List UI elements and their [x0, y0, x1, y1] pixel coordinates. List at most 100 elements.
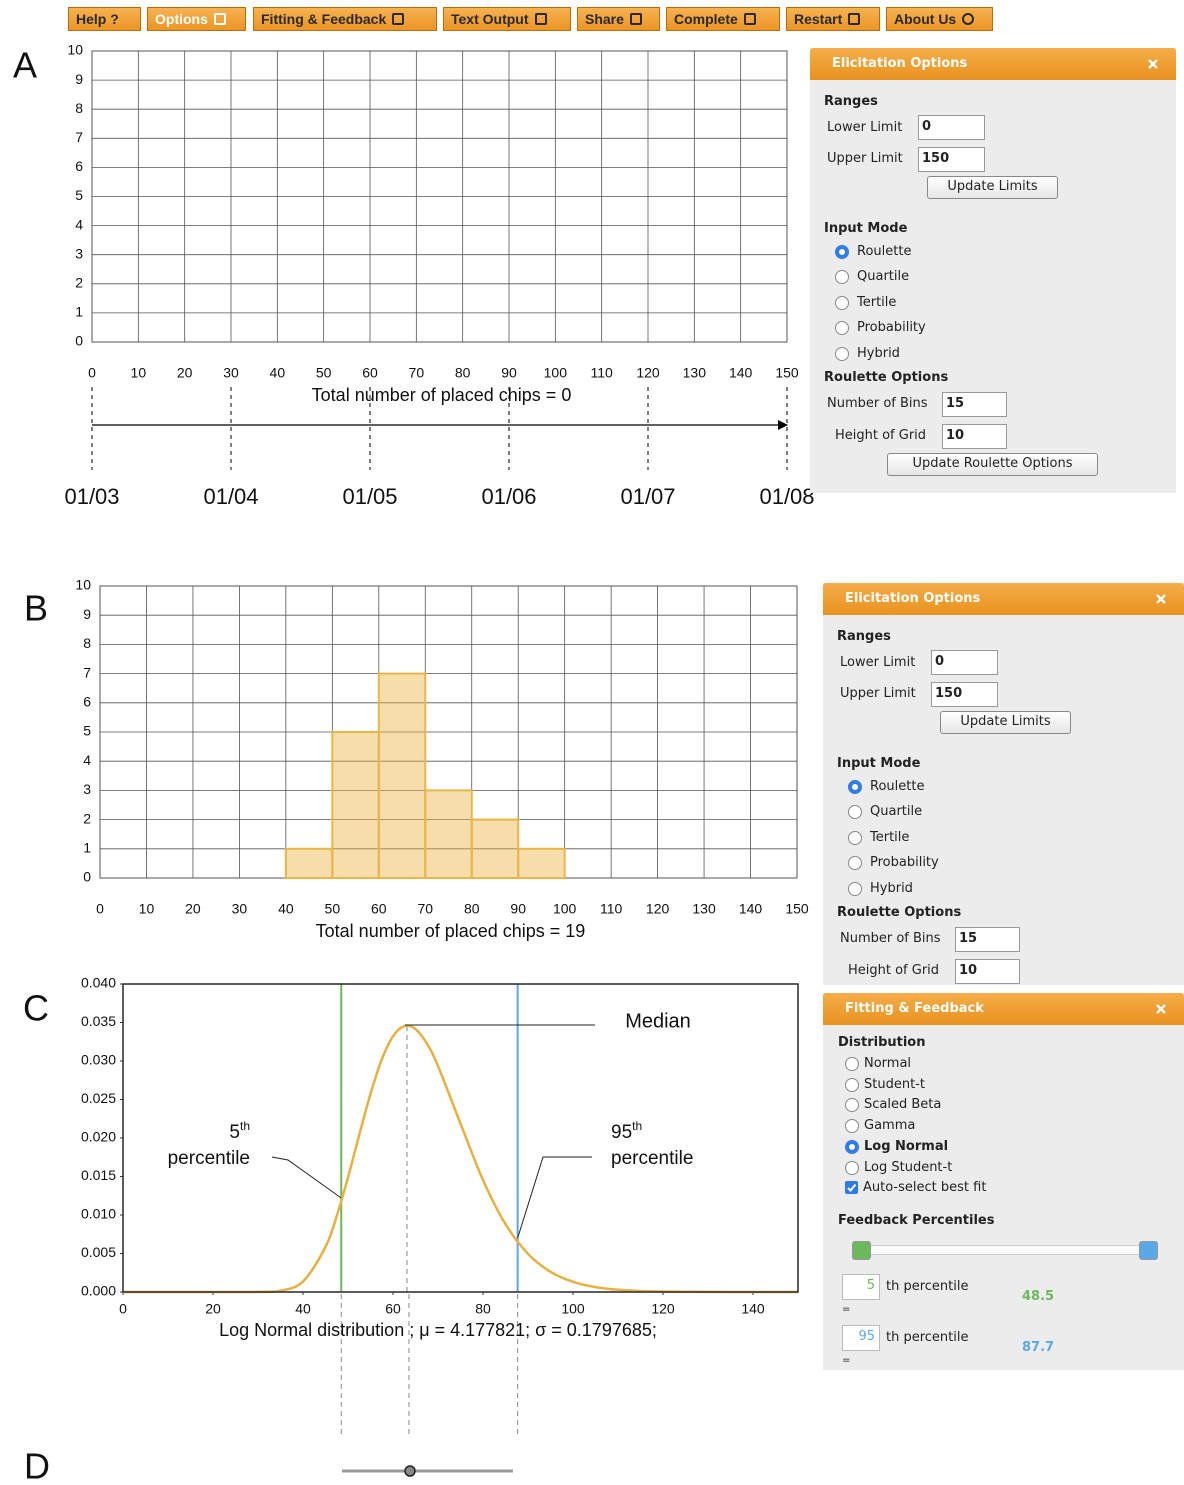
text-input[interactable]: 150 [931, 682, 998, 707]
button-icon [534, 13, 547, 25]
field-label: Height of Grid [848, 963, 940, 978]
field-label: Lower Limit [827, 120, 903, 135]
percentile-value: 87.7 [1022, 1340, 1055, 1355]
button[interactable]: Update Roulette Options [887, 453, 1098, 476]
toolbar-button[interactable]: Help ? [68, 7, 141, 31]
y-tick-label: 6 [83, 694, 91, 710]
y-tick-label: 0.020 [81, 1129, 116, 1145]
x-tick-label: 20 [205, 1301, 221, 1317]
annotation-suffix: th [240, 1119, 250, 1133]
checkbox[interactable] [845, 1181, 858, 1194]
y-tick-label: 0 [83, 869, 91, 885]
close-button[interactable] [1156, 594, 1166, 604]
text-input[interactable]: 150 [918, 147, 985, 172]
y-tick-label: 7 [75, 129, 83, 145]
section-title: Input Mode [824, 221, 908, 236]
radio-button[interactable] [848, 780, 862, 794]
radio-button[interactable] [845, 1098, 859, 1113]
percentile-label: th percentile [886, 1279, 969, 1294]
button-icon [962, 13, 975, 25]
button[interactable]: Update Limits [927, 176, 1058, 199]
panel-header: Elicitation Options [810, 48, 1176, 80]
button[interactable]: Update Limits [940, 711, 1071, 734]
y-tick-label: 2 [75, 275, 83, 291]
percentile-input[interactable]: 95 [842, 1325, 880, 1351]
radio-button[interactable] [845, 1057, 859, 1071]
text-input[interactable]: 15 [955, 927, 1020, 952]
bar [424, 789, 473, 880]
button-label: About Us [894, 11, 957, 27]
annotation-number: 5 [229, 1122, 240, 1143]
close-button[interactable] [1148, 59, 1158, 69]
annotation-suffix: th [632, 1119, 642, 1133]
radio-button[interactable] [848, 830, 862, 845]
options-panel: Elicitation Options Ranges Lower Limit 0 Upp… [810, 48, 1176, 493]
text-input[interactable]: 10 [955, 959, 1020, 984]
x-tick-label: 80 [475, 1301, 491, 1317]
toolbar-button[interactable]: Share [577, 7, 660, 31]
radio-label: Log Normal [864, 1138, 949, 1154]
checkbox-label: Auto-select best fit [863, 1180, 987, 1195]
toolbar-button[interactable]: Restart [786, 7, 880, 31]
x-tick-label: 80 [455, 365, 471, 381]
x-tick-label: 150 [775, 365, 799, 381]
bar [517, 847, 566, 879]
x-tick-label: 120 [636, 365, 660, 381]
x-tick-label: 120 [646, 901, 670, 917]
text-input[interactable]: 0 [918, 115, 985, 140]
radio-button[interactable] [835, 346, 849, 361]
y-tick-label: 2 [83, 810, 91, 826]
radio-button[interactable] [848, 856, 862, 871]
radio-button[interactable] [845, 1160, 859, 1175]
button-icon [743, 13, 756, 25]
check-mark [847, 1183, 857, 1192]
y-tick-label: 8 [83, 635, 91, 651]
y-tick-label: 8 [75, 100, 83, 116]
radio-button[interactable] [845, 1077, 859, 1092]
toolbar-button[interactable]: Options [147, 7, 246, 31]
annotation: 5th [229, 1119, 250, 1143]
toolbar-button[interactable]: Fitting & Feedback [253, 7, 437, 31]
radio-button[interactable] [848, 881, 862, 896]
annotation: percentile [611, 1148, 693, 1169]
percentile-label: th percentile [886, 1330, 969, 1345]
toolbar-button[interactable]: About Us [886, 7, 993, 31]
y-tick-label: 5 [75, 187, 83, 203]
slider-handle[interactable] [852, 1241, 871, 1260]
button-label: Complete [674, 11, 738, 27]
radio-button[interactable] [835, 270, 849, 285]
radio-label: Quartile [870, 804, 923, 820]
x-tick-label: 140 [741, 1301, 765, 1317]
text-input[interactable]: 0 [931, 650, 998, 675]
radio-button[interactable] [845, 1119, 859, 1134]
text-input[interactable]: 15 [942, 392, 1007, 417]
button-label: Fitting & Feedback [261, 11, 387, 27]
close-button[interactable] [1156, 1004, 1166, 1014]
percentile-input[interactable]: 5 [842, 1274, 880, 1300]
radio-button[interactable] [848, 805, 862, 820]
toolbar-button[interactable]: Complete [666, 7, 780, 31]
radio-label: Gamma [864, 1118, 916, 1134]
radio-button[interactable] [835, 245, 849, 259]
x-axis-label: Total number of placed chips = 19 [316, 921, 586, 941]
field-label: Number of Bins [827, 396, 928, 411]
section-title: Input Mode [837, 756, 921, 771]
timeline-date: 01/04 [203, 484, 258, 509]
slider-knob[interactable] [404, 1465, 416, 1477]
button-icon [213, 13, 226, 25]
y-tick-label: 0.030 [81, 1052, 116, 1068]
bar [331, 731, 380, 879]
radio-button[interactable] [835, 295, 849, 310]
panel-label: B [24, 588, 48, 629]
y-tick-label: 0 [75, 333, 83, 349]
y-tick-label: 3 [83, 781, 91, 797]
plot-frame [122, 983, 799, 1293]
check-icon [847, 1183, 857, 1192]
text-input[interactable]: 10 [942, 424, 1007, 449]
radio-button[interactable] [835, 321, 849, 336]
close-icon [1156, 1004, 1166, 1014]
slider-handle[interactable] [1139, 1241, 1158, 1260]
radio-button[interactable] [845, 1139, 859, 1154]
toolbar-button[interactable]: Text Output [443, 7, 571, 31]
